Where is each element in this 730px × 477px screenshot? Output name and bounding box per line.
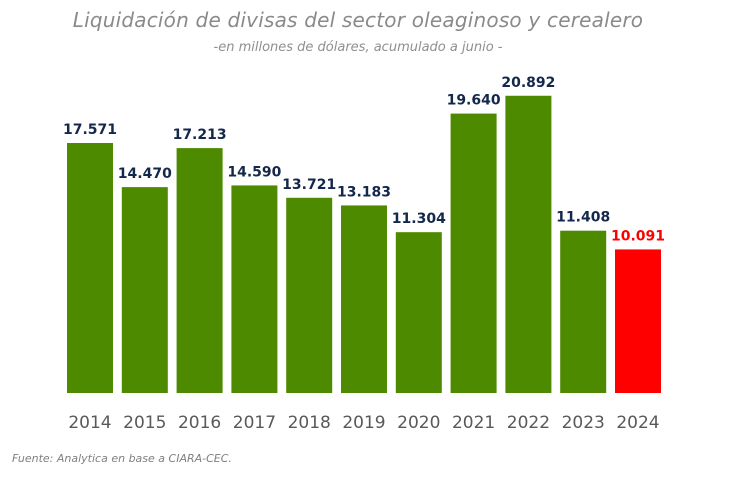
value-label-2022: 20.892 xyxy=(501,75,555,91)
x-tick-label-2021: 2021 xyxy=(452,413,495,433)
value-label-2018: 13.721 xyxy=(282,177,336,193)
bar-2019 xyxy=(341,205,387,393)
value-label-2019: 13.183 xyxy=(337,184,391,200)
x-tick-label-2024: 2024 xyxy=(616,413,659,433)
value-label-2017: 14.590 xyxy=(227,164,281,180)
bar-2018 xyxy=(286,197,333,393)
chart-title: Liquidación de divisas del sector oleagi… xyxy=(72,8,644,32)
value-label-2020: 11.304 xyxy=(392,211,446,227)
bar-2021 xyxy=(450,113,497,394)
bar-2020 xyxy=(395,232,442,393)
bar-2022 xyxy=(505,95,552,393)
x-tick-label-2014: 2014 xyxy=(68,413,111,433)
value-label-2023: 11.408 xyxy=(556,210,610,226)
x-tick-label-2015: 2015 xyxy=(123,413,166,433)
bar-2017 xyxy=(231,185,278,393)
value-label-2015: 14.470 xyxy=(118,166,172,182)
chart-subtitle: -en millones de dólares, acumulado a jun… xyxy=(213,40,503,55)
x-tick-label-2023: 2023 xyxy=(562,413,605,433)
bar-2015 xyxy=(121,187,168,393)
x-tick-label-2018: 2018 xyxy=(288,413,331,433)
x-tick-label-2020: 2020 xyxy=(397,413,440,433)
x-tick-label-2016: 2016 xyxy=(178,413,221,433)
value-label-2014: 17.571 xyxy=(63,122,117,138)
source-note: Fuente: Analytica en base a CIARA-CEC. xyxy=(12,452,232,465)
value-label-2016: 17.213 xyxy=(173,127,227,143)
x-tick-label-2022: 2022 xyxy=(507,413,550,433)
value-label-2021: 19.640 xyxy=(447,93,501,109)
x-tick-label-2019: 2019 xyxy=(342,413,385,433)
bar-2024 xyxy=(615,249,661,393)
x-tick-label-2017: 2017 xyxy=(233,413,276,433)
value-label-2024: 10.091 xyxy=(611,228,665,244)
bar-2023 xyxy=(560,230,607,393)
bar-2016 xyxy=(176,148,223,393)
bar-2014 xyxy=(67,143,113,393)
